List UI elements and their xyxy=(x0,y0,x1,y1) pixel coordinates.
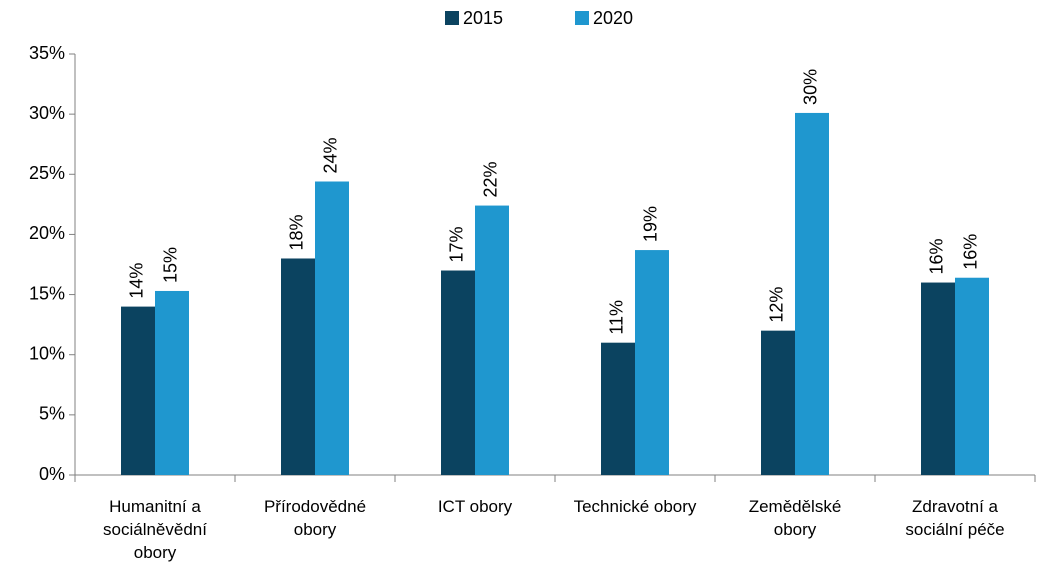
x-tick-label: Zemědělské obory xyxy=(748,497,842,539)
bar xyxy=(635,250,669,475)
y-tick-label: 35% xyxy=(29,43,65,63)
x-tick-label: Technické obory xyxy=(573,497,697,516)
value-label: 30% xyxy=(801,69,821,105)
value-label: 24% xyxy=(321,137,341,173)
value-label: 16% xyxy=(927,239,947,275)
x-tick-label: Přírodovědné obory xyxy=(263,497,367,539)
y-tick-label: 25% xyxy=(29,163,65,183)
bar xyxy=(121,306,155,475)
value-label: 17% xyxy=(447,226,467,262)
value-label: 12% xyxy=(767,287,787,323)
legend-label: 2015 xyxy=(463,8,503,28)
value-label: 22% xyxy=(481,162,501,198)
bar xyxy=(441,270,475,475)
bar xyxy=(921,282,955,475)
value-label: 16% xyxy=(961,234,981,270)
x-tick-label: ICT obory xyxy=(437,497,513,516)
legend-swatch xyxy=(575,11,589,25)
legend-label: 2020 xyxy=(593,8,633,28)
legend-swatch xyxy=(445,11,459,25)
x-tick-label: Humanitní a sociálněvědní obory xyxy=(103,497,207,562)
bar xyxy=(795,112,829,475)
y-tick-label: 10% xyxy=(29,343,65,363)
bar xyxy=(315,181,349,475)
value-label: 11% xyxy=(607,300,627,335)
bar xyxy=(955,277,989,475)
bar xyxy=(281,258,315,475)
value-label: 19% xyxy=(641,206,661,242)
bar xyxy=(155,290,189,475)
value-label: 15% xyxy=(161,247,181,283)
y-tick-label: 0% xyxy=(39,464,65,484)
bar xyxy=(761,330,795,475)
bar xyxy=(475,205,509,475)
y-tick-label: 20% xyxy=(29,223,65,243)
value-label: 18% xyxy=(287,214,307,250)
x-tick-label: Zdravotní a sociální péče xyxy=(905,497,1005,539)
y-tick-label: 15% xyxy=(29,283,65,303)
value-label: 14% xyxy=(127,263,147,299)
y-tick-label: 30% xyxy=(29,103,65,123)
bar xyxy=(601,342,635,475)
y-tick-label: 5% xyxy=(39,404,65,424)
